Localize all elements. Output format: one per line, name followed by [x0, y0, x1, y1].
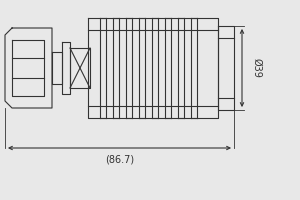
Text: Ø39: Ø39 [252, 58, 262, 78]
Text: (86.7): (86.7) [105, 155, 135, 165]
